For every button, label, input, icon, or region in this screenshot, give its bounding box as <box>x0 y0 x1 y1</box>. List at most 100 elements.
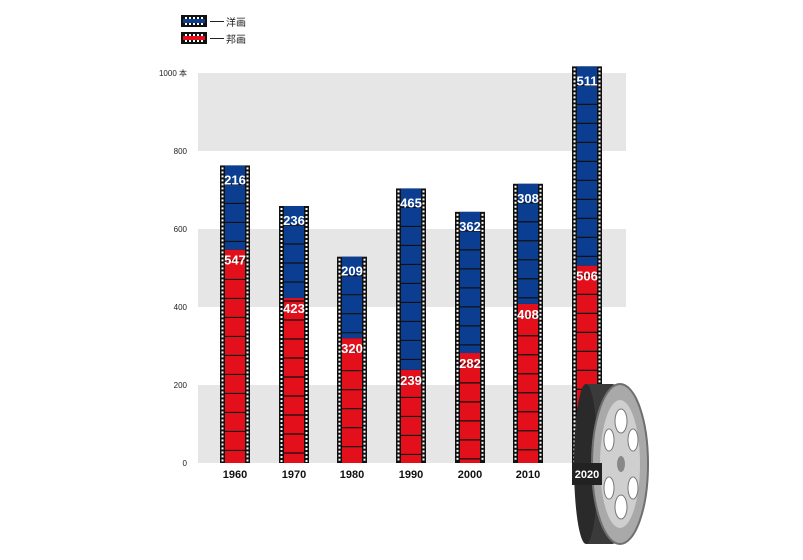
sprocket-hole <box>397 350 400 353</box>
sprocket-hole <box>221 207 224 210</box>
sprocket-hole <box>363 398 366 401</box>
sprocket-hole <box>456 457 459 460</box>
sprocket-hole <box>481 289 484 292</box>
sprocket-hole <box>422 382 425 385</box>
sprocket-hole <box>456 293 459 296</box>
sprocket-hole <box>338 442 341 445</box>
sprocket-hole <box>338 258 341 261</box>
sprocket-hole <box>456 289 459 292</box>
sprocket-hole <box>246 299 249 302</box>
sprocket-hole <box>221 303 224 306</box>
sprocket-hole <box>221 231 224 234</box>
sprocket-hole <box>338 326 341 329</box>
sprocket-hole <box>598 180 601 183</box>
sprocket-hole <box>305 243 308 246</box>
sprocket-hole <box>397 438 400 441</box>
sprocket-hole <box>598 136 601 139</box>
sprocket-hole <box>246 311 249 314</box>
sprocket-hole <box>246 287 249 290</box>
sprocket-hole <box>422 354 425 357</box>
sprocket-hole <box>598 80 601 83</box>
sprocket-hole <box>573 124 576 127</box>
sprocket-hole <box>573 324 576 327</box>
sprocket-hole <box>456 245 459 248</box>
sprocket-hole <box>221 427 224 430</box>
sprocket-hole <box>573 88 576 91</box>
sprocket-hole <box>573 280 576 283</box>
sprocket-hole <box>280 367 283 370</box>
sprocket-hole <box>246 335 249 338</box>
bar-group-1970: 236 423 <box>279 205 309 464</box>
sprocket-hole <box>280 435 283 438</box>
sprocket-hole <box>397 202 400 205</box>
sprocket-hole <box>514 405 517 408</box>
sprocket-hole <box>246 291 249 294</box>
sprocket-hole <box>573 100 576 103</box>
sprocket-hole <box>280 231 283 234</box>
sprocket-hole <box>221 335 224 338</box>
sprocket-hole <box>305 211 308 214</box>
sprocket-hole <box>456 297 459 300</box>
sprocket-hole <box>422 426 425 429</box>
sprocket-hole <box>598 188 601 191</box>
sprocket-hole <box>573 104 576 107</box>
sprocket-hole <box>456 453 459 456</box>
sprocket-hole <box>397 342 400 345</box>
sprocket-hole <box>246 263 249 266</box>
sprocket-hole <box>305 383 308 386</box>
sprocket-hole <box>397 418 400 421</box>
sprocket-hole <box>363 366 366 369</box>
sprocket-hole <box>305 295 308 298</box>
sprocket-hole <box>363 422 366 425</box>
sprocket-hole <box>338 330 341 333</box>
sprocket-hole <box>221 195 224 198</box>
sprocket-hole <box>246 303 249 306</box>
sprocket-hole <box>514 277 517 280</box>
sprocket-hole <box>363 342 366 345</box>
sprocket-hole <box>280 343 283 346</box>
sprocket-hole <box>573 320 576 323</box>
sprocket-hole <box>221 343 224 346</box>
sprocket-hole <box>598 304 601 307</box>
sprocket-hole <box>573 116 576 119</box>
sprocket-hole <box>514 233 517 236</box>
sprocket-hole <box>280 283 283 286</box>
sprocket-hole <box>221 299 224 302</box>
sprocket-hole <box>280 215 283 218</box>
sprocket-hole <box>397 458 400 461</box>
sprocket-hole <box>422 338 425 341</box>
sprocket-hole <box>246 275 249 278</box>
sprocket-hole <box>246 451 249 454</box>
sprocket-hole <box>514 241 517 244</box>
sprocket-hole <box>598 220 601 223</box>
sprocket-hole <box>598 100 601 103</box>
sprocket-hole <box>456 429 459 432</box>
value-label-foreign: 465 <box>400 195 422 210</box>
sprocket-hole <box>246 347 249 350</box>
sprocket-hole <box>221 211 224 214</box>
sprocket-hole <box>246 419 249 422</box>
sprocket-hole <box>481 285 484 288</box>
value-label-domestic: 547 <box>224 253 246 268</box>
sprocket-hole <box>573 140 576 143</box>
sprocket-hole <box>280 239 283 242</box>
sprocket-hole <box>246 455 249 458</box>
legend: 洋画 邦画 <box>181 13 246 47</box>
sprocket-hole <box>221 235 224 238</box>
sprocket-hole <box>539 305 542 308</box>
sprocket-hole <box>246 391 249 394</box>
sprocket-hole <box>573 96 576 99</box>
sprocket-hole <box>539 381 542 384</box>
sprocket-hole <box>539 253 542 256</box>
sprocket-hole <box>363 286 366 289</box>
sprocket-hole <box>221 411 224 414</box>
sprocket-hole <box>598 96 601 99</box>
bar-foreign <box>342 256 362 339</box>
sprocket-hole <box>305 335 308 338</box>
sprocket-hole <box>481 325 484 328</box>
sprocket-hole <box>422 374 425 377</box>
sprocket-hole <box>481 441 484 444</box>
sprocket-hole <box>338 294 341 297</box>
sprocket-hole <box>305 235 308 238</box>
sprocket-hole <box>280 395 283 398</box>
